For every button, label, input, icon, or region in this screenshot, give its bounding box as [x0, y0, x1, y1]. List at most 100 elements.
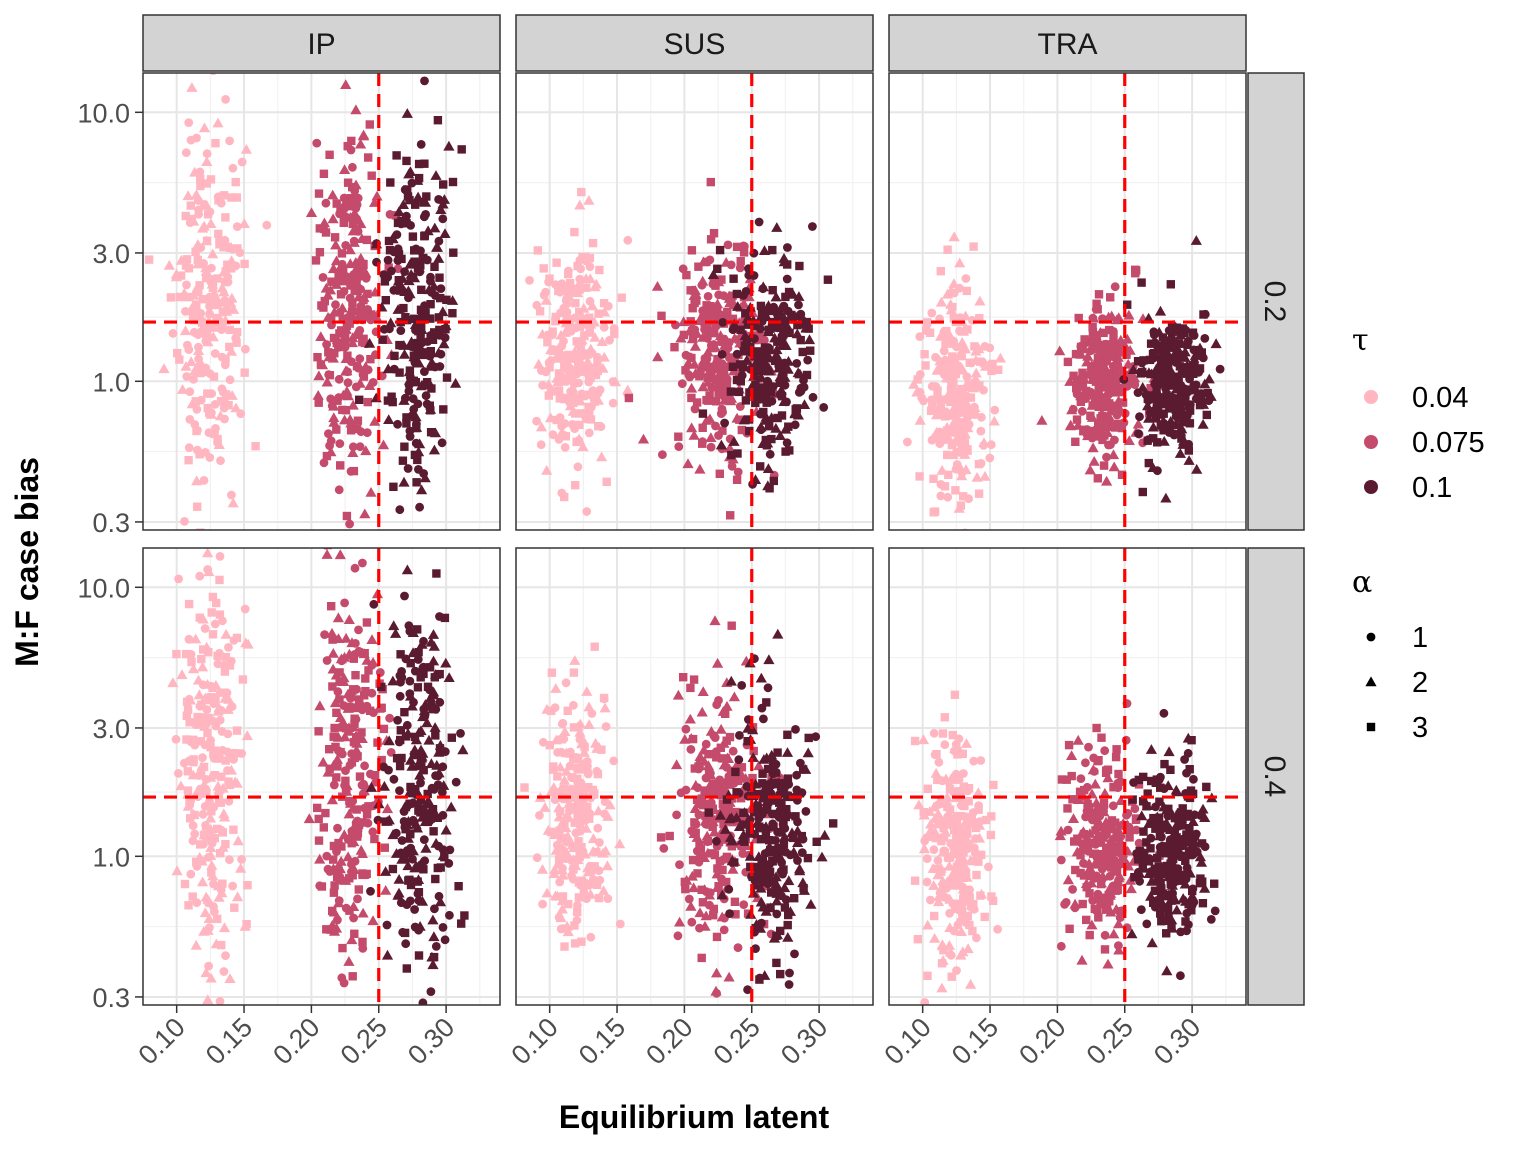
- data-point: [769, 476, 778, 486]
- data-point: [207, 321, 217, 331]
- data-point: [960, 738, 972, 748]
- data-point: [413, 357, 425, 368]
- data-point: [435, 204, 447, 214]
- data-point: [938, 365, 948, 375]
- data-point: [954, 775, 964, 784]
- data-point: [224, 401, 233, 410]
- data-point: [210, 429, 219, 439]
- data-point: [590, 397, 599, 406]
- data-point: [712, 836, 721, 846]
- data-point: [719, 824, 731, 834]
- data-point: [450, 377, 462, 388]
- data-point: [785, 446, 794, 455]
- data-point: [715, 469, 724, 478]
- data-point: [196, 309, 206, 318]
- data-point: [218, 616, 227, 626]
- data-point: [550, 683, 562, 693]
- data-point: [1179, 878, 1191, 889]
- data-point: [189, 365, 201, 376]
- points: [903, 231, 1225, 530]
- data-point: [221, 95, 231, 104]
- data-point: [955, 906, 965, 915]
- data-point: [766, 903, 775, 912]
- data-point: [1171, 405, 1180, 414]
- data-point: [792, 367, 804, 378]
- data-point: [182, 372, 192, 381]
- data-point: [1055, 825, 1067, 836]
- data-point: [1177, 851, 1189, 861]
- data-point: [1166, 879, 1175, 889]
- data-point: [329, 732, 338, 741]
- data-point: [369, 599, 379, 609]
- data-point: [394, 737, 404, 747]
- data-point: [674, 442, 684, 451]
- data-point: [951, 369, 960, 379]
- data-point: [595, 875, 605, 885]
- data-point: [920, 998, 930, 1005]
- data-point: [189, 735, 198, 744]
- data-point: [568, 354, 578, 363]
- data-point: [179, 325, 192, 336]
- data-point: [761, 435, 770, 445]
- data-point: [207, 608, 216, 617]
- data-point: [583, 761, 592, 771]
- data-point: [538, 380, 547, 390]
- data-point: [762, 350, 774, 361]
- data-point: [350, 929, 359, 938]
- data-point: [929, 933, 941, 943]
- data-point: [723, 240, 733, 250]
- data-point: [1187, 847, 1196, 857]
- data-point: [557, 488, 567, 498]
- data-point: [395, 691, 405, 701]
- data-point: [569, 753, 581, 764]
- data-point: [567, 420, 577, 429]
- data-point: [1131, 815, 1141, 824]
- data-point: [411, 200, 420, 209]
- data-point: [210, 619, 220, 629]
- data-point: [197, 222, 209, 233]
- data-point: [1063, 357, 1073, 367]
- data-point: [1096, 899, 1105, 909]
- data-point: [1158, 350, 1168, 360]
- data-point: [739, 241, 748, 251]
- data-point: [922, 326, 931, 335]
- data-point: [615, 919, 625, 929]
- data-point: [738, 820, 748, 830]
- data-point: [957, 430, 967, 440]
- data-point: [443, 140, 455, 151]
- data-point: [548, 430, 558, 440]
- data-point: [1082, 351, 1094, 361]
- data-point: [574, 199, 586, 210]
- data-point: [377, 755, 386, 765]
- data-point: [681, 884, 690, 894]
- data-point: [332, 425, 341, 434]
- data-point: [713, 354, 722, 364]
- data-point: [731, 412, 743, 423]
- data-point: [202, 336, 214, 347]
- data-point: [210, 938, 222, 949]
- data-point: [1071, 349, 1081, 359]
- data-point: [941, 288, 954, 299]
- data-point: [756, 871, 768, 882]
- data-point: [688, 304, 697, 313]
- data-point: [585, 328, 594, 337]
- data-point: [599, 702, 611, 713]
- data-point: [553, 772, 562, 781]
- data-point: [936, 480, 946, 489]
- data-point: [787, 848, 799, 859]
- data-point: [211, 424, 220, 433]
- data-point: [791, 812, 800, 821]
- data-point: [920, 836, 930, 846]
- data-point: [203, 913, 215, 923]
- data-point: [1142, 802, 1151, 811]
- data-point: [402, 156, 411, 166]
- data-point: [404, 258, 416, 269]
- data-point: [198, 368, 208, 377]
- data-point: [240, 604, 250, 614]
- data-point: [331, 754, 343, 764]
- data-point: [1199, 378, 1211, 389]
- data-point: [335, 855, 347, 866]
- data-point: [383, 735, 395, 746]
- data-point: [970, 342, 979, 351]
- data-point: [1064, 740, 1074, 750]
